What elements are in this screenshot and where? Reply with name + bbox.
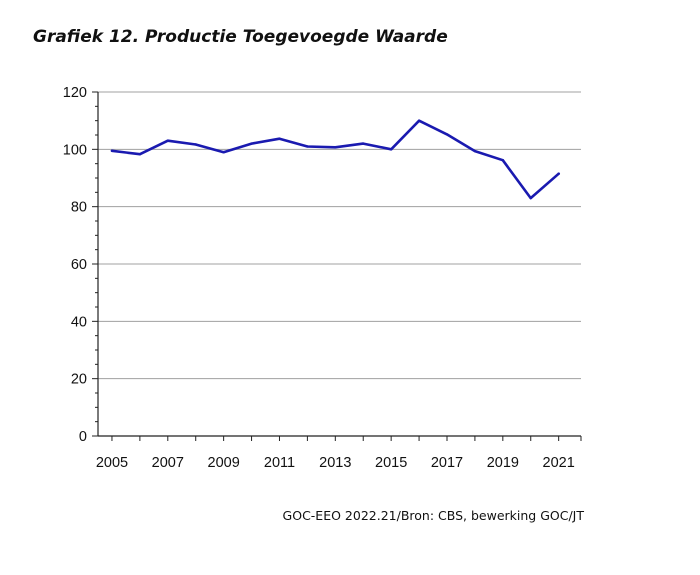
x-tick-label: 2013 [319,455,351,471]
data-point [194,143,197,146]
data-point [417,119,421,122]
source-note: GOC-EEO 2022.21/Bron: CBS, bewerking GOC… [282,508,584,523]
data-point [557,172,560,175]
y-tick-label: 0 [79,429,87,445]
data-point [222,151,225,154]
x-tick-label: 2021 [543,455,575,471]
tick-labels: 0 20 40 60 80 100 120 2005 2007 2009 2011 2013 2015 2… [63,85,575,471]
y-tick-label: 100 [63,142,87,158]
x-tick-label: 2009 [208,455,240,471]
series-layer [110,119,561,200]
y-tick-label: 20 [71,372,87,388]
axes [92,91,582,441]
x-tick-label: 2007 [152,455,184,471]
y-tick-label: 80 [71,200,87,216]
data-point [501,159,505,162]
x-tick-label: 2005 [96,455,128,471]
y-tick-label: 40 [71,314,87,330]
data-point [306,145,309,148]
data-point [389,148,393,151]
x-tick-label: 2011 [264,455,295,471]
y-tick-label: 120 [63,85,87,101]
data-point [138,153,142,156]
data-point [445,133,449,136]
data-point [334,146,337,149]
y-tick-label: 60 [71,257,87,273]
data-point [166,139,169,142]
gridlines [98,91,581,380]
series-line [110,119,561,200]
data-point [250,142,253,145]
data-point [362,142,365,145]
data-point [110,149,114,152]
data-point [278,137,281,140]
x-tick-label: 2015 [375,455,407,471]
chart-title: Grafiek 12. Productie Toegevoegde Waarde [33,27,448,47]
data-point [473,149,477,153]
x-tick-label: 2019 [487,455,519,471]
x-tick-label: 2017 [431,455,463,471]
data-point [529,196,532,200]
